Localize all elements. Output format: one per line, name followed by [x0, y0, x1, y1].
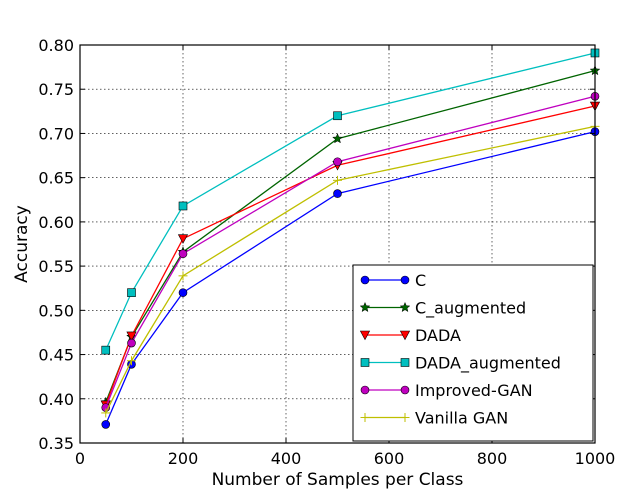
legend-marker [361, 386, 369, 394]
x-tick-label: 0 [75, 449, 85, 468]
x-tick-label: 200 [168, 449, 199, 468]
legend-marker [401, 386, 409, 394]
data-point-dada-augmented [128, 289, 136, 297]
data-point-vanilla-gan [179, 271, 188, 280]
legend-label: C [415, 271, 426, 290]
x-tick-label: 1000 [575, 449, 616, 468]
data-point-dada [178, 235, 187, 244]
y-tick-label: 0.40 [38, 390, 74, 409]
data-point-dada-augmented [102, 346, 110, 354]
x-axis-title: Number of Samples per Class [212, 470, 464, 490]
y-tick-label: 0.45 [38, 346, 74, 365]
legend-label: C_augmented [415, 299, 526, 319]
data-point-dada-augmented [334, 112, 342, 120]
legend-label: Vanilla GAN [415, 409, 508, 428]
data-point-improved-gan [128, 339, 136, 347]
y-tick-label: 0.75 [38, 80, 74, 99]
legend-marker [401, 359, 409, 367]
data-point-vanilla-gan [333, 176, 342, 185]
legend-marker [401, 276, 409, 284]
y-tick-label: 0.60 [38, 213, 74, 232]
y-axis-title: Accuracy [12, 205, 32, 283]
legend-label: DADA [415, 326, 461, 345]
x-tick-label: 600 [374, 449, 405, 468]
x-tick-label: 400 [271, 449, 302, 468]
legend-marker [361, 359, 369, 367]
data-point-c [179, 289, 187, 297]
legend-label: DADA_augmented [415, 354, 561, 374]
y-tick-label: 0.70 [38, 124, 74, 143]
legend-marker [361, 276, 369, 284]
y-tick-label: 0.65 [38, 169, 74, 188]
y-tick-label: 0.55 [38, 257, 74, 276]
legend-label: Improved-GAN [415, 381, 533, 400]
x-tick-label: 800 [477, 449, 508, 468]
legend: C C_augmented DADA DADA_augmented Improved-G… [353, 265, 593, 441]
data-point-c [334, 190, 342, 198]
data-point-c [102, 420, 110, 428]
y-tick-label: 0.80 [38, 36, 74, 55]
y-tick-label: 0.50 [38, 301, 74, 320]
data-point-improved-gan [334, 158, 342, 166]
data-point-dada-augmented [179, 202, 187, 210]
data-point-improved-gan [179, 250, 187, 258]
y-tick-label: 0.35 [38, 434, 74, 453]
